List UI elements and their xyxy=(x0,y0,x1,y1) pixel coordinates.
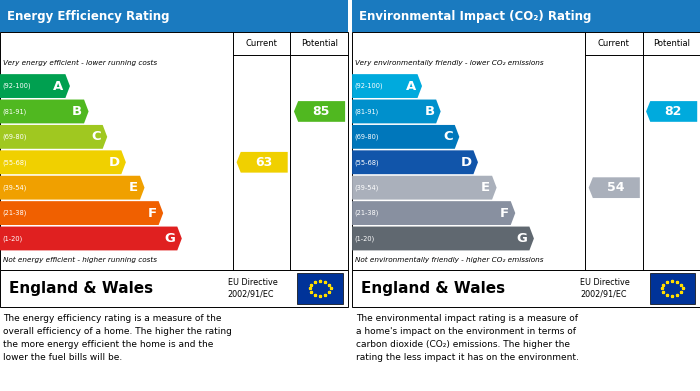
Bar xyxy=(352,32,700,270)
Polygon shape xyxy=(294,101,345,122)
Polygon shape xyxy=(352,125,459,149)
Bar xyxy=(298,273,343,304)
Text: (69-80): (69-80) xyxy=(354,134,379,140)
Text: 85: 85 xyxy=(312,105,330,118)
Polygon shape xyxy=(352,100,441,124)
Text: EU Directive
2002/91/EC: EU Directive 2002/91/EC xyxy=(580,278,630,299)
Text: England & Wales: England & Wales xyxy=(360,281,505,296)
Text: G: G xyxy=(164,232,176,245)
Text: (81-91): (81-91) xyxy=(2,108,27,115)
Text: Not environmentally friendly - higher CO₂ emissions: Not environmentally friendly - higher CO… xyxy=(355,257,543,263)
Text: E: E xyxy=(481,181,491,194)
Text: E: E xyxy=(129,181,139,194)
Polygon shape xyxy=(0,74,70,98)
Text: 63: 63 xyxy=(256,156,272,169)
Text: (21-38): (21-38) xyxy=(2,210,27,216)
Text: F: F xyxy=(148,206,157,220)
Polygon shape xyxy=(352,151,478,174)
Text: A: A xyxy=(405,79,416,93)
Text: G: G xyxy=(517,232,528,245)
Text: (69-80): (69-80) xyxy=(2,134,27,140)
Text: The environmental impact rating is a measure of
a home's impact on the environme: The environmental impact rating is a mea… xyxy=(356,314,578,362)
Polygon shape xyxy=(0,100,89,124)
Polygon shape xyxy=(352,201,515,225)
Text: Very energy efficient - lower running costs: Very energy efficient - lower running co… xyxy=(3,60,157,66)
Text: B: B xyxy=(424,105,435,118)
Text: (92-100): (92-100) xyxy=(354,83,383,89)
Text: (39-54): (39-54) xyxy=(2,185,27,191)
Bar xyxy=(0,270,348,307)
Text: Energy Efficiency Rating: Energy Efficiency Rating xyxy=(7,9,169,23)
Polygon shape xyxy=(0,201,163,225)
Text: C: C xyxy=(443,130,453,143)
Bar xyxy=(352,270,700,307)
Bar xyxy=(0,0,348,32)
Text: 54: 54 xyxy=(607,181,624,194)
Text: Current: Current xyxy=(246,39,278,48)
Text: B: B xyxy=(72,105,83,118)
Text: Environmental Impact (CO₂) Rating: Environmental Impact (CO₂) Rating xyxy=(359,9,592,23)
Text: (21-38): (21-38) xyxy=(354,210,379,216)
Text: F: F xyxy=(500,206,509,220)
Polygon shape xyxy=(352,176,496,199)
Text: EU Directive
2002/91/EC: EU Directive 2002/91/EC xyxy=(228,278,278,299)
Bar xyxy=(352,0,700,32)
Text: D: D xyxy=(461,156,472,169)
Bar xyxy=(0,32,348,270)
Text: Very environmentally friendly - lower CO₂ emissions: Very environmentally friendly - lower CO… xyxy=(355,60,543,66)
Text: Potential: Potential xyxy=(301,39,337,48)
Text: (55-68): (55-68) xyxy=(354,159,379,165)
Polygon shape xyxy=(646,101,697,122)
Polygon shape xyxy=(0,176,144,199)
Polygon shape xyxy=(589,177,640,198)
Text: Current: Current xyxy=(598,39,630,48)
Polygon shape xyxy=(0,125,107,149)
Text: D: D xyxy=(108,156,120,169)
Polygon shape xyxy=(352,74,422,98)
Text: (55-68): (55-68) xyxy=(2,159,27,165)
Text: The energy efficiency rating is a measure of the
overall efficiency of a home. T: The energy efficiency rating is a measur… xyxy=(4,314,232,362)
Text: (39-54): (39-54) xyxy=(354,185,379,191)
Bar xyxy=(650,273,695,304)
Text: Not energy efficient - higher running costs: Not energy efficient - higher running co… xyxy=(3,257,157,263)
Text: (1-20): (1-20) xyxy=(2,235,22,242)
Text: Potential: Potential xyxy=(653,39,690,48)
Text: A: A xyxy=(53,79,64,93)
Polygon shape xyxy=(0,226,182,250)
Text: (81-91): (81-91) xyxy=(354,108,379,115)
Text: C: C xyxy=(91,130,101,143)
Polygon shape xyxy=(0,151,126,174)
Text: (1-20): (1-20) xyxy=(354,235,374,242)
Polygon shape xyxy=(352,226,534,250)
Text: 82: 82 xyxy=(664,105,682,118)
Polygon shape xyxy=(237,152,288,172)
Text: England & Wales: England & Wales xyxy=(8,281,153,296)
Text: (92-100): (92-100) xyxy=(2,83,31,89)
